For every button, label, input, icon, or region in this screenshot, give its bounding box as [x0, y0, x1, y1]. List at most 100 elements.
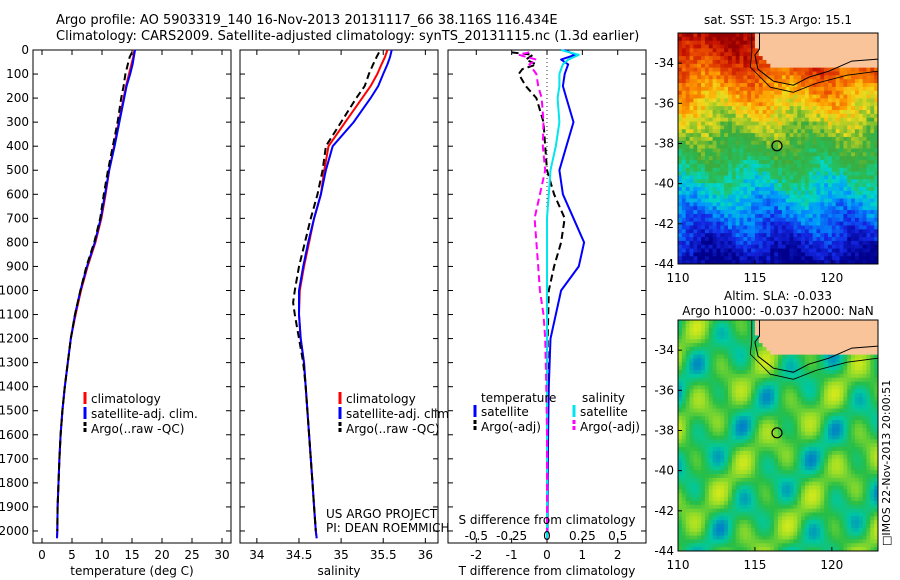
map-title: Altim. SLA: -0.033 [724, 289, 832, 303]
argo-position-marker [771, 140, 783, 152]
map-y-tick-label: -40 [654, 177, 674, 191]
map-y-tick-label: -36 [654, 383, 674, 397]
y-tick-label: 1300 [0, 356, 29, 370]
sst-map-image [678, 33, 879, 265]
map-y-tick-label: -34 [654, 343, 674, 357]
y-tick-label: 100 [6, 67, 29, 81]
y-tick-label: 300 [6, 115, 29, 129]
map-x-tick-label: 110 [667, 271, 690, 285]
figure-title-line1: Argo profile: AO 5903319_140 16-Nov-2013… [56, 13, 558, 28]
series-line-argo-adj- [517, 51, 548, 531]
y-tick-label: 1000 [0, 283, 29, 297]
x-tick-label-salinity: 0 [543, 529, 551, 543]
panel-frame [32, 49, 232, 544]
map-x-tick-label: 120 [820, 271, 843, 285]
legend-label: satellite-adj. clim. [346, 407, 453, 421]
coastline [754, 320, 879, 373]
legend-label: satellite [580, 405, 628, 419]
legend-header: temperature [481, 391, 556, 405]
legend-label: satellite [481, 405, 529, 419]
series-line-satellite-adj-clim- [298, 49, 393, 539]
x-tick-label: 5 [68, 548, 76, 562]
series-line-argo-raw-qc- [292, 51, 380, 532]
y-tick-label: 1800 [0, 476, 29, 490]
depth-contour [749, 320, 879, 380]
project-annotation: PI: DEAN ROEMMICH [326, 521, 449, 535]
x-axis-label: T difference from climatology [458, 564, 636, 578]
x-tick-label: 0 [38, 548, 46, 562]
y-tick-label: 2000 [0, 524, 29, 538]
argo-position-marker [771, 427, 783, 439]
x-tick-label: 34.5 [286, 548, 313, 562]
map-y-tick-label: -44 [654, 257, 674, 271]
map-title: sat. SST: 15.3 Argo: 15.1 [704, 13, 852, 27]
x-tick-label-salinity: 0.25 [569, 529, 596, 543]
y-tick-label: 200 [6, 91, 29, 105]
map-y-tick-label: -42 [654, 217, 674, 231]
legend-label: Argo(-adj) [481, 420, 541, 434]
map-y-tick-label: -36 [654, 96, 674, 110]
series-line-argo-adj- [511, 51, 566, 531]
x-tick-label-salinity: -0.5 [465, 529, 488, 543]
y-tick-label: 700 [6, 211, 29, 225]
series-line-satellite [546, 49, 586, 539]
x-tick-label: 15 [124, 548, 139, 562]
map-x-tick-label: 115 [743, 558, 766, 572]
depth-contour [749, 33, 879, 93]
y-tick-label: 1200 [0, 332, 29, 346]
y-tick-label: 1900 [0, 500, 29, 514]
y-tick-label: 1600 [0, 428, 29, 442]
y-tick-label: 400 [6, 139, 29, 153]
map-y-tick-label: -40 [654, 464, 674, 478]
x-tick-label: 36 [418, 548, 433, 562]
x-tick-label: 20 [154, 548, 169, 562]
y-tick-label: 1100 [0, 308, 29, 322]
map-y-tick-label: -34 [654, 56, 674, 70]
legend-label: Argo(-adj) [580, 420, 640, 434]
x-axis-label: salinity [317, 564, 360, 578]
x-tick-label: 10 [94, 548, 109, 562]
legend-label: climatology [91, 392, 161, 406]
x-tick-label: 2 [614, 548, 622, 562]
legend-label: Argo(..raw -QC) [91, 422, 184, 436]
legend-label: climatology [346, 392, 416, 406]
x-tick-label: 25 [184, 548, 199, 562]
y-tick-label: 800 [6, 235, 29, 249]
sla-map-image [678, 320, 879, 552]
map-x-tick-label: 110 [667, 558, 690, 572]
map-y-tick-label: -38 [654, 136, 674, 150]
x-tick-label: -1 [506, 548, 518, 562]
x-tick-label: 1 [579, 548, 587, 562]
legend-label: satellite-adj. clim. [91, 407, 198, 421]
x-tick-label: 30 [214, 548, 229, 562]
x-tick-label-salinity: 0.5 [608, 529, 627, 543]
map-y-tick-label: -44 [654, 544, 674, 558]
map-y-tick-label: -38 [654, 423, 674, 437]
legend-header: salinity [582, 391, 625, 405]
map-x-tick-label: 120 [820, 558, 843, 572]
map-y-tick-label: -42 [654, 504, 674, 518]
map-x-tick-label: 115 [743, 271, 766, 285]
y-tick-label: 1500 [0, 404, 29, 418]
project-annotation: US ARGO PROJECT [326, 507, 438, 521]
y-tick-label: 500 [6, 163, 29, 177]
y-tick-label: 600 [6, 187, 29, 201]
y-tick-label: 1400 [0, 380, 29, 394]
y-tick-label: 0 [21, 43, 29, 57]
x-tick-label: -2 [470, 548, 482, 562]
coastline [754, 33, 879, 86]
x-tick-label: 0 [543, 548, 551, 562]
x-tick-label: 35.5 [370, 548, 397, 562]
x-tick-label-salinity: -0.25 [496, 529, 527, 543]
legend-label: Argo(..raw -QC) [346, 422, 439, 436]
map-subtitle: Argo h1000: -0.037 h2000: NaN [682, 304, 874, 318]
x-axis-label-salinity: S difference from climatology [459, 513, 636, 527]
figure-title-line2: Climatology: CARS2009. Satellite-adjuste… [56, 29, 640, 44]
x-axis-label: temperature (deg C) [70, 564, 193, 578]
map-frame [677, 32, 879, 265]
map-frame [677, 319, 879, 552]
x-tick-label: 34 [249, 548, 264, 562]
y-tick-label: 1700 [0, 452, 29, 466]
y-tick-label: 900 [6, 259, 29, 273]
